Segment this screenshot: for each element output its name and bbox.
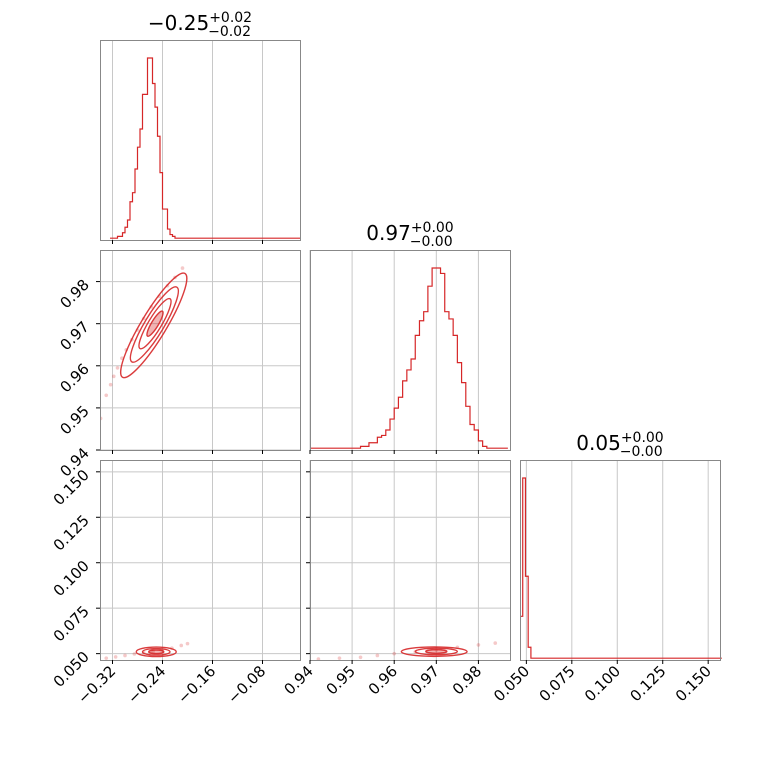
x-tick-label: 0.97 xyxy=(407,662,443,698)
data-layer xyxy=(96,57,722,661)
y-tick-label: 0.075 xyxy=(50,602,93,645)
pair-panel-0-1 xyxy=(96,266,188,431)
contour-level-0 xyxy=(146,310,164,337)
scatter-point xyxy=(316,657,321,660)
scatter-point xyxy=(123,653,127,658)
title-param-1: 0.97+0.00 −0.00 xyxy=(366,220,453,250)
y-tick-label: 0.98 xyxy=(56,276,92,312)
histogram-param-0 xyxy=(110,57,300,239)
scatter-point xyxy=(493,641,498,645)
scatter-point xyxy=(358,655,363,660)
contour-level-2 xyxy=(129,286,180,363)
scatter-point xyxy=(108,382,113,387)
title-minus: −0.02 xyxy=(208,24,251,40)
title-param-2: 0.05+0.00 −0.00 xyxy=(576,430,663,460)
title-plus: +0.00 xyxy=(411,220,454,236)
scatter-point xyxy=(185,641,190,646)
x-tick-label: 0.94 xyxy=(280,662,316,698)
y-tick-label: 0.96 xyxy=(56,360,92,396)
x-tick-label: −0.16 xyxy=(174,662,219,707)
contour-level-1 xyxy=(141,647,171,656)
contour-level-1 xyxy=(138,297,172,350)
x-tick-label: 0.125 xyxy=(626,662,669,705)
pair-panel-1-2 xyxy=(316,641,498,660)
title-median: 0.97 xyxy=(366,221,411,245)
x-tick-label: 0.050 xyxy=(490,662,533,705)
scatter-point xyxy=(104,393,109,398)
scatter-point xyxy=(96,657,100,661)
pair-panel-0-2 xyxy=(96,641,190,661)
panel-frame xyxy=(100,40,301,241)
grid-layer xyxy=(100,40,709,660)
scatter-point xyxy=(476,643,481,647)
x-tick-label: 0.100 xyxy=(581,662,624,705)
x-tick-label: −0.24 xyxy=(124,662,169,707)
scatter-point xyxy=(179,643,184,648)
title-param-0: −0.25+0.02 −0.02 xyxy=(148,10,252,40)
panel-frame xyxy=(100,250,301,451)
scatter-point xyxy=(375,653,380,658)
x-tick-label: 0.075 xyxy=(536,662,579,705)
scatter-point xyxy=(337,656,342,660)
contour-level-0 xyxy=(148,649,165,655)
histogram-param-2 xyxy=(520,477,722,659)
title-median: −0.25 xyxy=(148,11,209,35)
scatter-point xyxy=(111,374,116,379)
scatter-point xyxy=(113,655,118,659)
scatter-point xyxy=(96,427,100,431)
title-minus: −0.00 xyxy=(620,444,663,460)
y-tick-label: 0.97 xyxy=(56,318,92,354)
x-tick-label: 0.96 xyxy=(365,662,401,698)
y-tick-label: 0.95 xyxy=(56,402,92,438)
scatter-point xyxy=(392,651,397,656)
tick-layer: −0.32 −0.24 −0.16 −0.08 0.94 0.95 0.96 0.97 0.98… xyxy=(50,240,715,707)
x-tick-label: 0.150 xyxy=(672,662,715,705)
x-tick-label: 0.95 xyxy=(323,662,359,698)
x-tick-label: −0.08 xyxy=(224,662,269,707)
y-tick-label: 0.100 xyxy=(50,557,93,600)
title-plus: +0.00 xyxy=(621,430,664,446)
histogram-param-1 xyxy=(310,267,508,449)
contour-level-2 xyxy=(400,646,468,658)
scatter-point xyxy=(132,652,137,656)
contour-level-2 xyxy=(135,646,177,658)
panel-frame xyxy=(520,460,721,661)
contour-level-3 xyxy=(119,272,188,379)
scatter-point xyxy=(115,366,120,370)
frame-layer xyxy=(100,40,721,661)
title-median: 0.05 xyxy=(576,431,621,455)
title-minus: −0.00 xyxy=(410,234,453,250)
scatter-point xyxy=(180,266,185,270)
panel-frame xyxy=(100,460,301,661)
title-plus: +0.02 xyxy=(209,10,252,26)
contour-level-1 xyxy=(414,647,459,656)
scatter-point xyxy=(104,656,109,660)
y-tick-label: 0.125 xyxy=(50,511,93,554)
contour-level-0 xyxy=(425,648,448,654)
x-tick-label: 0.98 xyxy=(449,662,485,698)
panel-frame xyxy=(310,460,511,661)
panel-frame xyxy=(310,250,511,451)
